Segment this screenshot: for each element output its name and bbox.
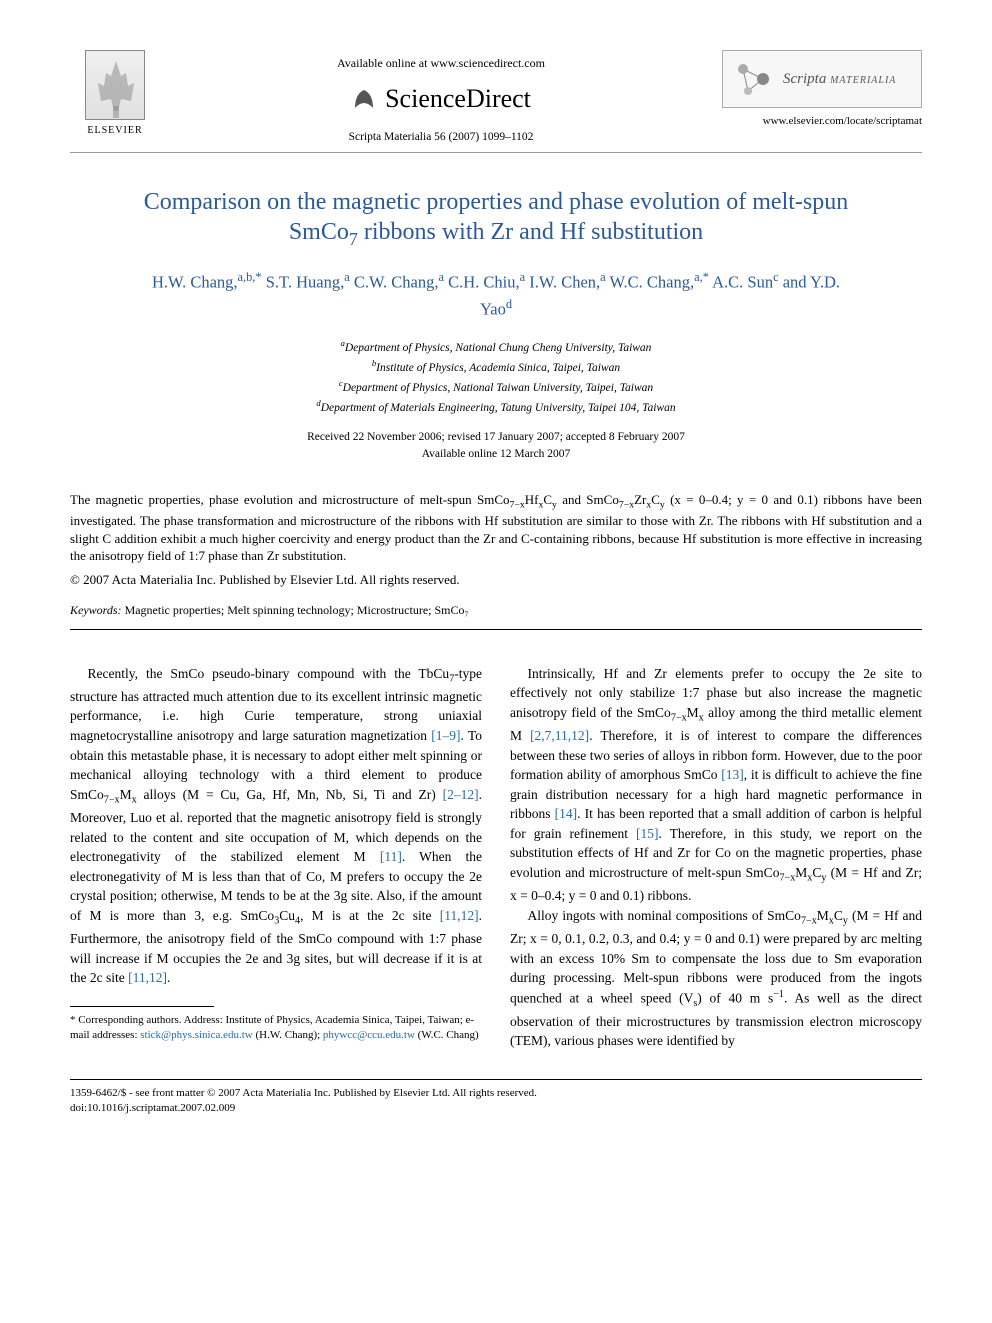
- available-online-text: Available online at www.sciencedirect.co…: [160, 55, 722, 71]
- publisher-logo-block: ELSEVIER: [70, 50, 160, 138]
- body-para-3: Alloy ingots with nominal compositions o…: [510, 906, 922, 1051]
- journal-brand-bottom: MATERIALIA: [830, 75, 896, 86]
- footer-doi: doi:10.1016/j.scriptamat.2007.02.009: [70, 1101, 922, 1116]
- affiliations: aDepartment of Physics, National Chung C…: [70, 337, 922, 417]
- journal-brand-top: Scripta: [783, 71, 826, 87]
- molecule-icon: [733, 59, 773, 99]
- article-title: Comparison on the magnetic properties an…: [130, 187, 862, 250]
- keywords-label: Keywords:: [70, 603, 122, 617]
- keywords-text: Magnetic properties; Melt spinning techn…: [122, 603, 469, 617]
- sciencedirect-icon: [351, 86, 377, 112]
- journal-brand-box: Scripta MATERIALIA: [722, 50, 922, 108]
- footnote-separator: [70, 1006, 214, 1007]
- affiliation-d: dDepartment of Materials Engineering, Ta…: [70, 397, 922, 417]
- page-header: ELSEVIER Available online at www.science…: [70, 50, 922, 146]
- center-header: Available online at www.sciencedirect.co…: [160, 50, 722, 146]
- affiliation-c: cDepartment of Physics, National Taiwan …: [70, 377, 922, 397]
- corresponding-author-footnote: * Corresponding authors. Address: Instit…: [70, 1013, 482, 1044]
- dates-online: Available online 12 March 2007: [70, 446, 922, 463]
- body-text: Recently, the SmCo pseudo-binary compoun…: [70, 664, 922, 1051]
- body-para-1: Recently, the SmCo pseudo-binary compoun…: [70, 664, 482, 988]
- journal-reference: Scripta Materialia 56 (2007) 1099–1102: [160, 130, 722, 146]
- footer-meta: 1359-6462/$ - see front matter © 2007 Ac…: [70, 1086, 922, 1117]
- article-dates: Received 22 November 2006; revised 17 Ja…: [70, 429, 922, 464]
- affiliation-a: aDepartment of Physics, National Chung C…: [70, 337, 922, 357]
- publisher-name: ELSEVIER: [70, 124, 160, 138]
- elsevier-tree-icon: [85, 50, 145, 120]
- locate-url: www.elsevier.com/locate/scriptamat: [722, 114, 922, 129]
- footer-rule: [70, 1079, 922, 1080]
- keywords-line: Keywords: Magnetic properties; Melt spin…: [70, 602, 922, 618]
- header-rule: [70, 152, 922, 153]
- dates-received: Received 22 November 2006; revised 17 Ja…: [70, 429, 922, 446]
- platform-name: ScienceDirect: [385, 81, 531, 116]
- platform-brand: ScienceDirect: [351, 81, 531, 116]
- affiliation-b: bInstitute of Physics, Academia Sinica, …: [70, 357, 922, 377]
- journal-logo-block: Scripta MATERIALIA www.elsevier.com/loca…: [722, 50, 922, 129]
- journal-brand-text: Scripta MATERIALIA: [783, 69, 896, 89]
- copyright-line: © 2007 Acta Materialia Inc. Published by…: [70, 571, 922, 589]
- abstract: The magnetic properties, phase evolution…: [70, 491, 922, 564]
- authors-line: H.W. Chang,a,b,* S.T. Huang,a C.W. Chang…: [150, 268, 842, 323]
- keywords-rule: [70, 629, 922, 630]
- body-para-2: Intrinsically, Hf and Zr elements prefer…: [510, 664, 922, 906]
- footer-front-matter: 1359-6462/$ - see front matter © 2007 Ac…: [70, 1086, 922, 1101]
